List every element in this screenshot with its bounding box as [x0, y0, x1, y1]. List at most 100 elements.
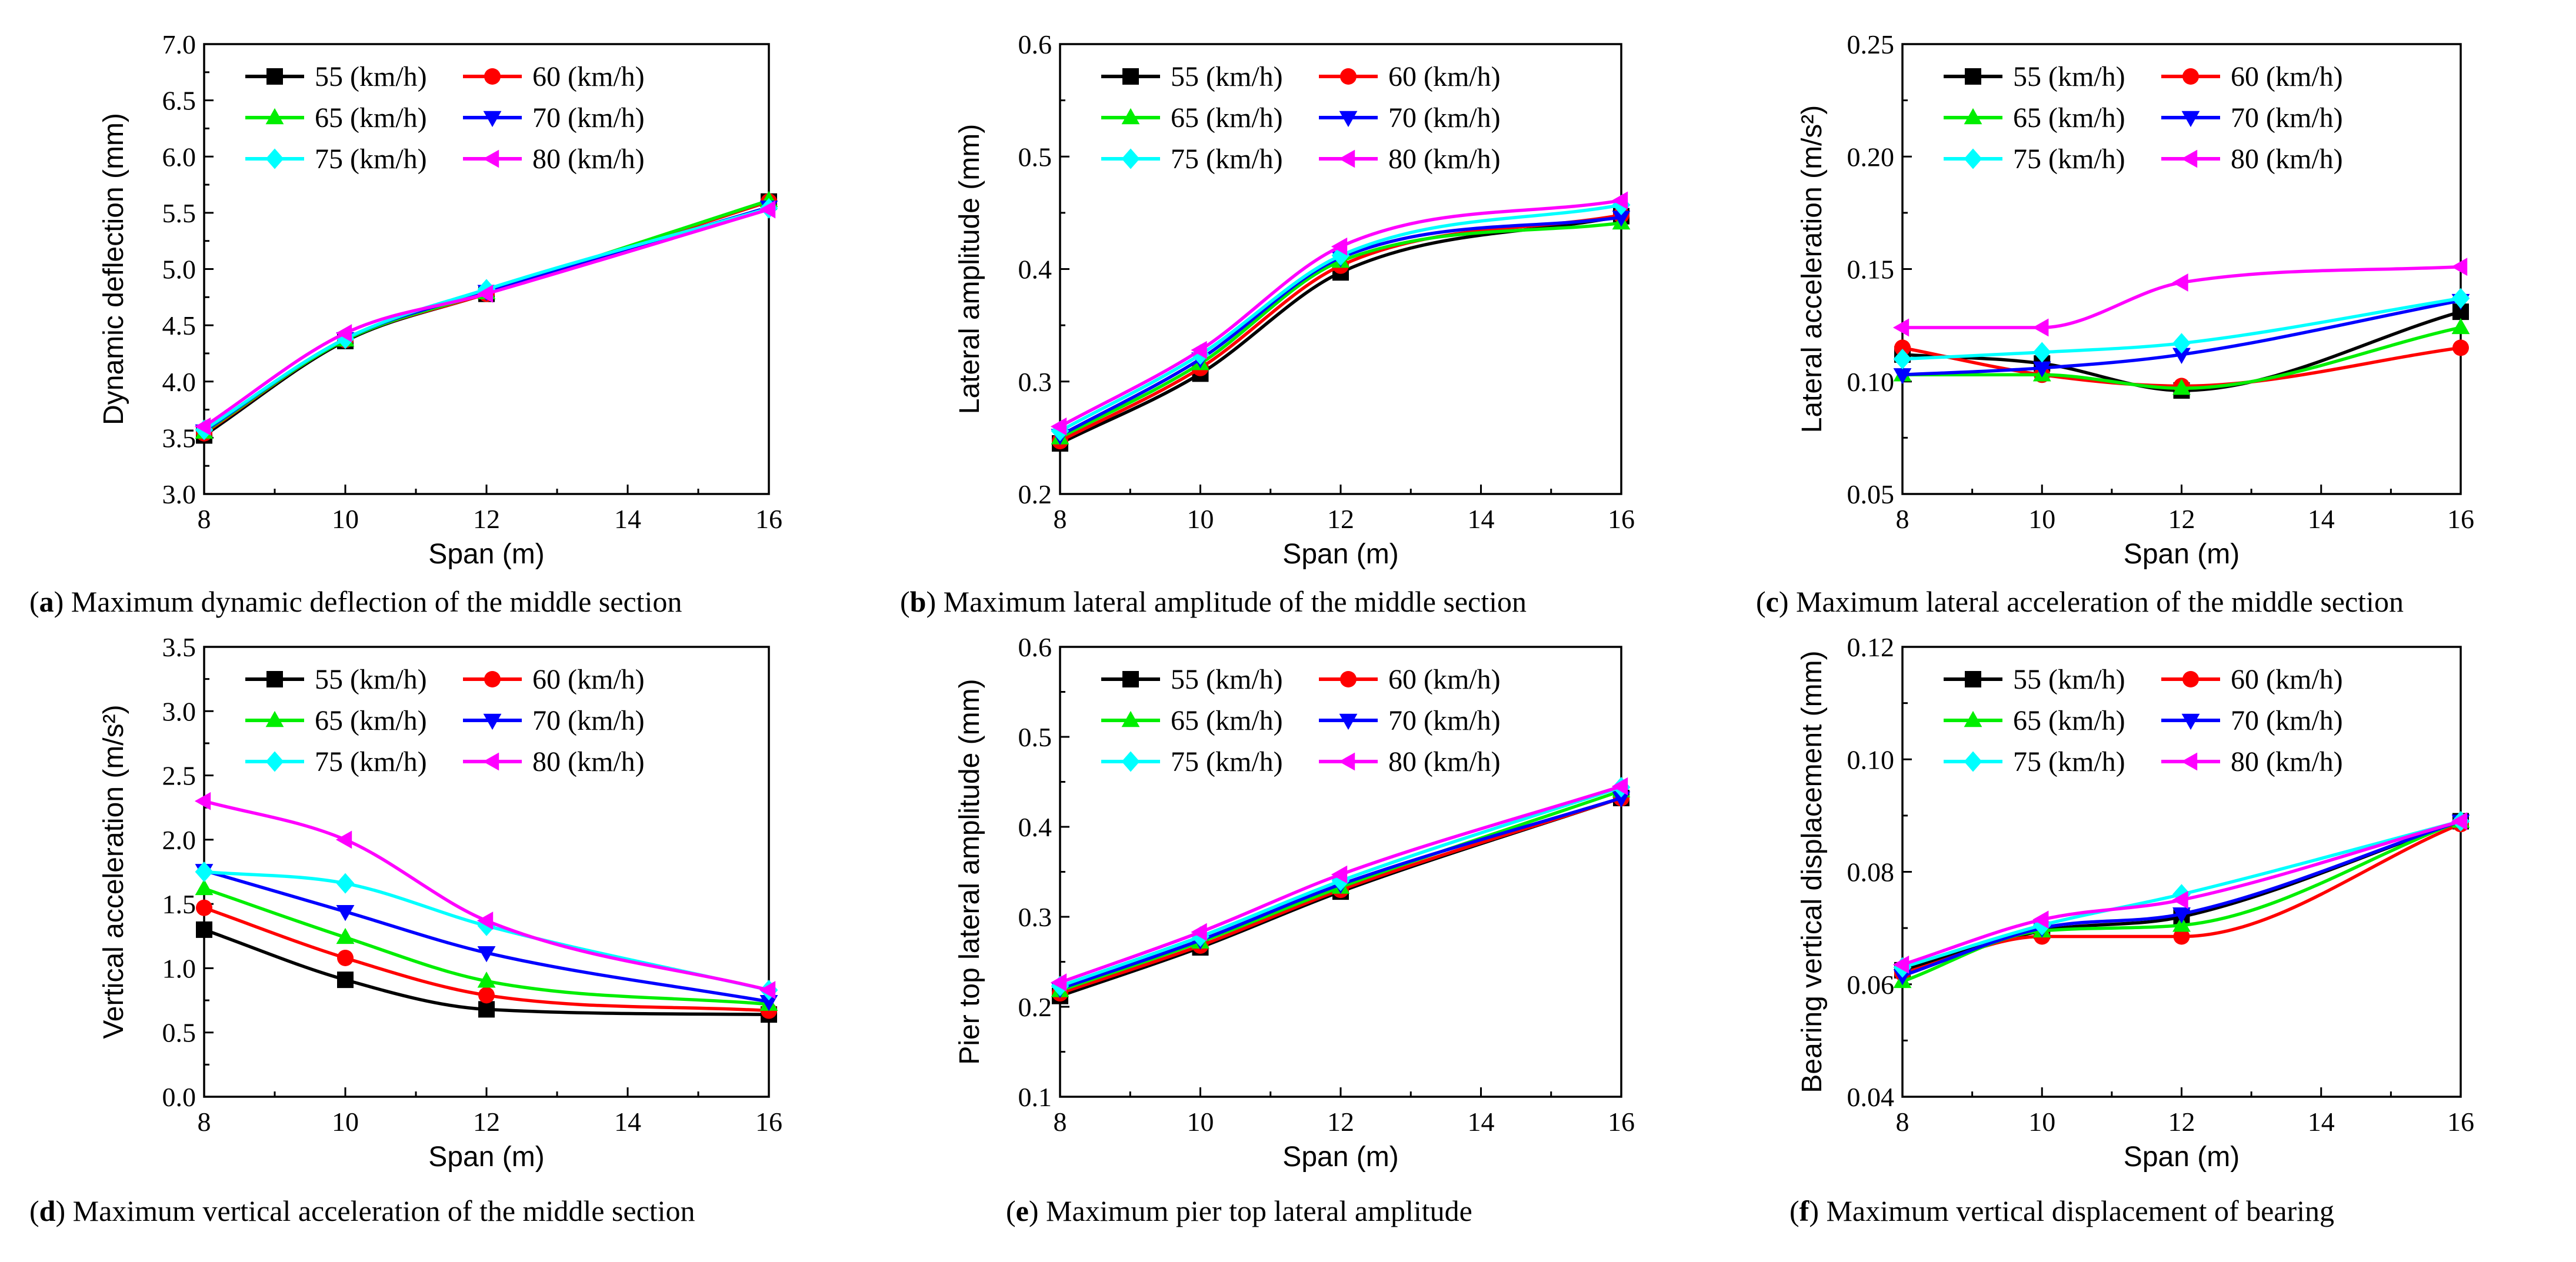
legend-label: 65 (km/h) — [315, 705, 427, 736]
panel-f: 8 10 12 14 16 0.04 0.06 0.08 0.10 0.12 Span (m) Bea… — [1789, 632, 2474, 1227]
legend-label: 55 (km/h) — [1171, 61, 1283, 92]
series-80-km-h — [1892, 812, 2468, 974]
legend-label: 70 (km/h) — [1388, 102, 1501, 133]
x-tick-label: 12 — [2168, 504, 2195, 534]
data-point — [335, 830, 352, 849]
x-tick-label: 12 — [1327, 504, 1354, 534]
x-tick-label: 16 — [2447, 504, 2474, 534]
data-point — [1191, 923, 1207, 942]
x-axis-title: Span (m) — [2124, 539, 2240, 570]
legend-label: 60 (km/h) — [2231, 664, 2343, 695]
data-point — [2172, 273, 2188, 292]
legend-marker — [265, 148, 284, 169]
legend-label: 75 (km/h) — [1171, 746, 1283, 777]
panel-letter: a — [39, 585, 54, 618]
legend-label: 75 (km/h) — [2013, 143, 2125, 175]
legend-marker — [2181, 149, 2198, 168]
data-point — [2032, 910, 2049, 929]
y-tick-label: 3.0 — [162, 479, 196, 509]
legend-marker — [1121, 108, 1140, 125]
legend-label: 75 (km/h) — [315, 143, 427, 175]
caption-text: ) Maximum vertical displacement of beari… — [1809, 1194, 2334, 1227]
x-tick-label: 8 — [1054, 1107, 1067, 1137]
series-line — [1902, 265, 2461, 329]
data-point — [759, 200, 776, 219]
data-point — [2172, 890, 2188, 909]
x-tick-label: 12 — [473, 504, 500, 534]
legend: 55 (km/h) 60 (km/h) 65 (km/h) 70 (km/h) 75 (… — [1944, 664, 2343, 777]
y-tick-label: 7.0 — [162, 29, 196, 59]
legend-marker — [2181, 111, 2200, 128]
data-point — [336, 927, 355, 944]
data-point — [1050, 417, 1067, 436]
x-tick-label: 8 — [1896, 1107, 1909, 1137]
legend-marker — [1339, 713, 1358, 730]
data-point — [1612, 791, 1631, 808]
legend-marker — [266, 671, 283, 687]
panel-b: 8 10 12 14 16 0.2 0.3 0.4 0.5 0.6 Span (m) Lateral … — [900, 29, 1635, 618]
legend-label: 55 (km/h) — [2013, 664, 2125, 695]
x-tick-label: 14 — [1468, 504, 1495, 534]
legend-marker — [1122, 68, 1139, 85]
y-tick-label: 4.0 — [162, 367, 196, 397]
data-point — [1894, 339, 1911, 356]
y-tick-label: 1.5 — [162, 889, 196, 919]
data-point — [478, 1001, 495, 1018]
y-tick-label: 3.5 — [162, 632, 196, 662]
y-tick-label: 6.5 — [162, 86, 196, 116]
panel-caption: (f) Maximum vertical displacement of bea… — [1789, 1194, 2334, 1227]
data-point — [1611, 777, 1628, 796]
plot-frame — [1901, 646, 2462, 1098]
panel-caption: (b) Maximum lateral amplitude of the mid… — [900, 585, 1527, 618]
data-point — [336, 905, 355, 922]
series-line — [1059, 221, 1622, 439]
data-point — [194, 792, 211, 810]
data-point — [2452, 303, 2469, 320]
legend-label: 80 (km/h) — [1388, 143, 1501, 175]
data-point — [476, 912, 494, 930]
x-axis-title: Span (m) — [428, 1141, 544, 1173]
caption-text: ) Maximum vertical acceleration of the m… — [55, 1194, 695, 1227]
legend-label: 75 (km/h) — [2013, 746, 2125, 777]
legend-label: 80 (km/h) — [532, 143, 645, 175]
data-point — [477, 971, 496, 988]
y-tick-label: 0.04 — [1847, 1082, 1895, 1112]
y-tick-label: 0.5 — [1018, 142, 1052, 172]
series-line — [1059, 789, 1622, 993]
legend-marker — [1338, 149, 1355, 168]
series-line — [1902, 296, 2461, 361]
series-80-km-h — [194, 792, 776, 999]
y-tick-label: 5.5 — [162, 198, 196, 228]
panel-e: 8 10 12 14 16 0.1 0.2 0.3 0.4 0.5 0.6 Span (m) Pier … — [954, 632, 1635, 1227]
legend-marker — [482, 149, 499, 168]
x-axis-title: Span (m) — [1282, 1141, 1398, 1173]
series-line — [203, 200, 769, 437]
x-tick-label: 10 — [1187, 1107, 1214, 1137]
series-line — [1059, 784, 1622, 984]
y-tick-label: 0.6 — [1018, 29, 1052, 59]
legend-label: 55 (km/h) — [1171, 664, 1283, 695]
series-80-km-h — [1892, 258, 2468, 337]
data-point — [2451, 288, 2470, 309]
data-point — [195, 879, 214, 896]
series-line — [203, 208, 769, 428]
y-tick-label: 0.3 — [1018, 902, 1052, 932]
x-tick-label: 10 — [332, 1107, 359, 1137]
legend: 55 (km/h) 60 (km/h) 65 (km/h) 70 (km/h) 75 (… — [245, 664, 645, 777]
y-tick-label: 0.05 — [1847, 479, 1895, 509]
legend-label: 65 (km/h) — [2013, 102, 2125, 133]
legend-label: 80 (km/h) — [532, 746, 645, 777]
data-point — [1892, 318, 1909, 337]
legend-marker — [483, 713, 502, 730]
y-axis-title: Bearing vertical displacement (mm) — [1797, 650, 1828, 1093]
series-line — [1902, 819, 2461, 966]
legend-label: 65 (km/h) — [2013, 705, 2125, 736]
y-tick-label: 0.2 — [1018, 992, 1052, 1022]
y-tick-label: 5.0 — [162, 255, 196, 285]
legend-marker — [483, 111, 502, 128]
y-tick-label: 0.0 — [162, 1082, 196, 1112]
y-tick-label: 2.0 — [162, 825, 196, 855]
data-point — [196, 921, 212, 938]
x-tick-label: 16 — [755, 1107, 782, 1137]
panel-caption: (d) Maximum vertical acceleration of the… — [29, 1194, 695, 1227]
